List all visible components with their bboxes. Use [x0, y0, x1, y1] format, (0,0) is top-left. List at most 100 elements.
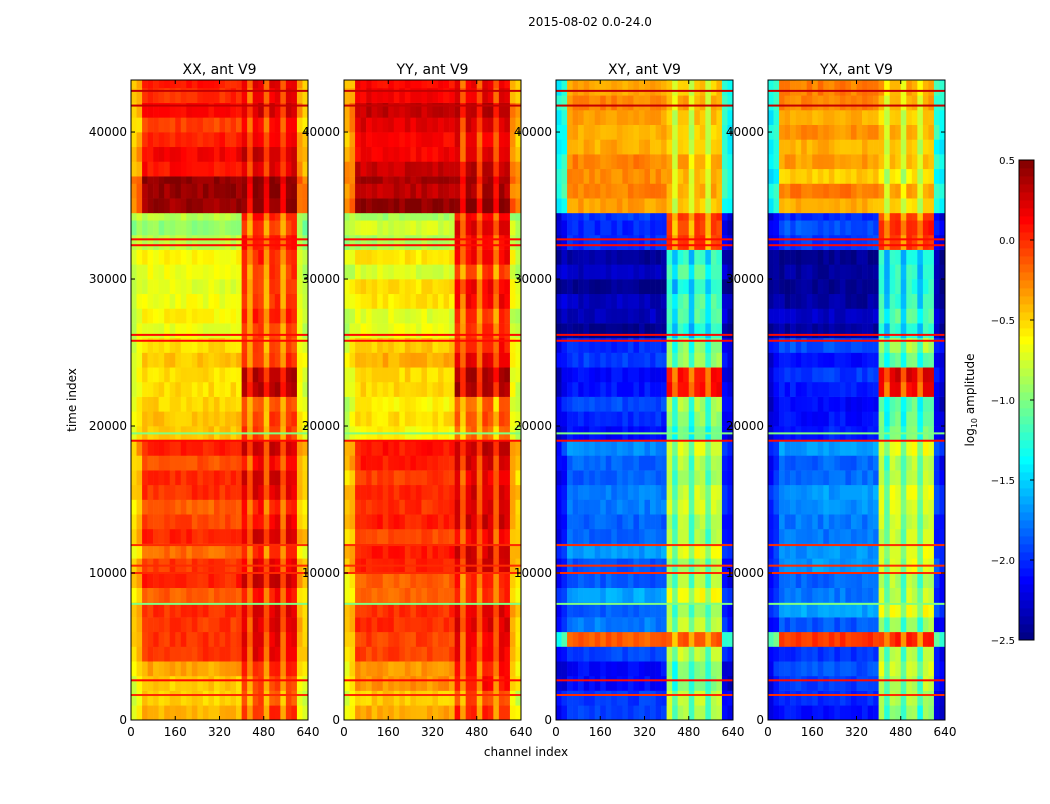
heatmap-cell — [628, 617, 634, 632]
heatmap-cell — [153, 514, 159, 529]
heatmap-cell — [153, 235, 159, 250]
heatmap-cell — [573, 367, 579, 382]
heatmap-cell — [175, 617, 181, 632]
heatmap-cell — [372, 705, 378, 720]
heatmap-cell — [661, 500, 667, 515]
heatmap-cell — [377, 367, 383, 382]
heatmap-cell — [694, 220, 700, 235]
heatmap-cell — [504, 264, 510, 279]
heatmap-cell — [711, 81, 717, 96]
heatmap-cell — [286, 308, 292, 323]
heatmap-cell — [661, 382, 667, 397]
heatmap-cell — [722, 198, 728, 213]
heatmap-cell — [460, 353, 466, 368]
heatmap-cell — [377, 529, 383, 544]
heatmap-cell — [236, 264, 242, 279]
heatmap-cell — [208, 132, 214, 147]
heatmap-cell — [493, 705, 499, 720]
heatmap-cell — [231, 198, 237, 213]
heatmap-cell — [901, 691, 907, 706]
heatmap-cell — [499, 632, 505, 647]
heatmap-cell — [622, 95, 628, 110]
heatmap-cell — [488, 220, 494, 235]
heatmap-cell — [394, 176, 400, 184]
heatmap-cell — [683, 382, 689, 397]
heatmap-cell — [269, 588, 275, 603]
heatmap-cell — [214, 455, 220, 470]
heatmap-cell — [148, 441, 154, 456]
heatmap-cell — [438, 220, 444, 235]
heatmap-cell — [164, 382, 170, 397]
heatmap-cell — [488, 279, 494, 294]
heatmap-cell — [895, 617, 901, 632]
heatmap-cell — [873, 661, 879, 676]
heatmap-cell — [556, 213, 562, 221]
heatmap-cell — [584, 455, 590, 470]
heatmap-cell — [573, 661, 579, 676]
heatmap-cell — [633, 125, 639, 140]
heatmap-cell — [595, 250, 601, 265]
heatmap-cell — [181, 411, 187, 426]
heatmap-cell — [650, 183, 656, 198]
heatmap-cell — [589, 183, 595, 198]
heatmap-cell — [823, 691, 829, 706]
heatmap-cell — [578, 125, 584, 140]
heatmap-cell — [667, 617, 673, 632]
heatmap-cell — [656, 500, 662, 515]
heatmap-cell — [711, 308, 717, 323]
heatmap-cell — [421, 573, 427, 588]
heatmap-cell — [567, 691, 573, 706]
heatmap-cell — [633, 235, 639, 250]
heatmap-cell — [727, 183, 733, 198]
heatmap-stripe — [131, 238, 308, 240]
heatmap-cell — [361, 455, 367, 470]
heatmap-cell — [801, 573, 807, 588]
heatmap-cell — [823, 500, 829, 515]
heatmap-cell — [302, 514, 308, 529]
heatmap-stripe — [131, 572, 308, 574]
heatmap-cell — [366, 308, 372, 323]
heatmap-cell — [297, 382, 303, 397]
heatmap-cell — [405, 132, 411, 147]
heatmap-cell — [421, 500, 427, 515]
heatmap-cell — [628, 455, 634, 470]
heatmap-cell — [689, 470, 695, 485]
heatmap-cell — [834, 470, 840, 485]
heatmap-cell — [834, 617, 840, 632]
heatmap-cell — [645, 235, 651, 250]
heatmap-cell — [455, 617, 461, 632]
heatmap-cell — [727, 81, 733, 96]
heatmap-cell — [460, 647, 466, 662]
heatmap-cell — [286, 500, 292, 515]
heatmap-cell — [275, 588, 281, 603]
heatmap-cell — [650, 514, 656, 529]
heatmap-cell — [628, 81, 634, 96]
heatmap-cell — [595, 125, 601, 140]
heatmap-cell — [186, 353, 192, 368]
heatmap-cell — [584, 441, 590, 456]
heatmap-cell — [656, 235, 662, 250]
heatmap-cell — [617, 294, 623, 309]
heatmap-cell — [242, 117, 248, 132]
heatmap-cell — [214, 529, 220, 544]
heatmap-cell — [595, 661, 601, 676]
heatmap-cell — [600, 235, 606, 250]
heatmap-cell — [372, 632, 378, 647]
heatmap-cell — [650, 676, 656, 691]
heatmap-cell — [818, 691, 824, 706]
heatmap-cell — [372, 514, 378, 529]
heatmap-cell — [851, 691, 857, 706]
heatmap-cell — [264, 397, 270, 412]
y-tick-label: 10000 — [514, 566, 552, 580]
heatmap-cell — [366, 147, 372, 162]
heatmap-cell — [264, 353, 270, 368]
heatmap-cell — [589, 441, 595, 456]
heatmap-cell — [595, 294, 601, 309]
heatmap-cell — [460, 485, 466, 500]
heatmap-cell — [170, 250, 176, 265]
heatmap-cell — [142, 176, 148, 184]
heatmap-cell — [269, 294, 275, 309]
heatmap-cell — [137, 176, 143, 184]
heatmap-cell — [405, 367, 411, 382]
heatmap-cell — [280, 250, 286, 265]
